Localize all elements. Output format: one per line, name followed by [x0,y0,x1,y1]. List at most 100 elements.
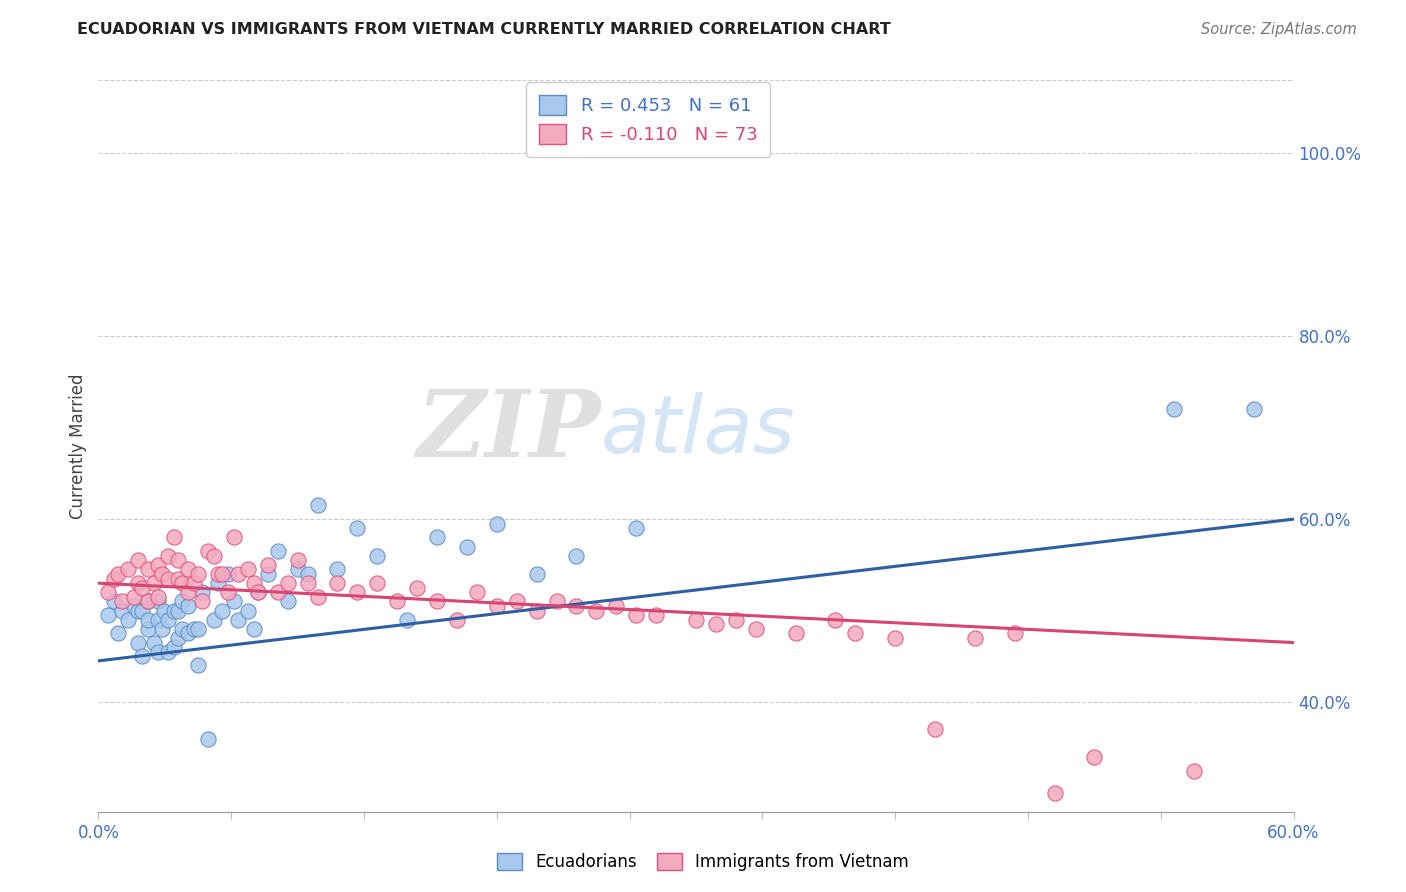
Point [177,599,200,613]
Point [267,544,290,558]
Point [456,540,478,554]
Point [326,562,349,576]
Point [1163,402,1185,417]
Point [1182,764,1205,778]
Point [153,603,176,617]
Point [177,626,200,640]
Point [202,549,225,563]
Point [187,567,209,582]
Point [546,594,568,608]
Point [163,640,186,655]
Point [143,635,166,649]
Point [256,558,278,572]
Point [163,603,186,617]
Point [197,544,219,558]
Point [103,572,125,586]
Point [127,576,149,591]
Point [704,617,727,632]
Point [465,585,488,599]
Point [177,562,200,576]
Point [148,590,170,604]
Legend: Ecuadorians, Immigrants from Vietnam: Ecuadorians, Immigrants from Vietnam [489,845,917,880]
Point [426,530,449,544]
Point [163,530,186,544]
Point [217,567,239,582]
Point [97,585,120,599]
Point [103,594,125,608]
Point [167,631,190,645]
Point [366,576,388,591]
Point [924,723,946,737]
Point [1004,626,1026,640]
Point [526,603,548,617]
Point [724,613,747,627]
Point [187,622,209,636]
Point [565,599,588,613]
Point [277,594,299,608]
Point [307,499,329,513]
Point [197,731,219,746]
Point [326,576,349,591]
Point [191,585,214,599]
Point [183,622,205,636]
Point [107,567,129,582]
Point [143,576,166,591]
Point [172,576,194,591]
Point [124,599,146,613]
Point [167,572,190,586]
Point [157,549,180,563]
Point [824,613,846,627]
Point [148,613,170,627]
Point [207,567,229,582]
Point [246,585,269,599]
Point [222,530,245,544]
Point [202,613,225,627]
Point [565,549,588,563]
Point [111,603,134,617]
Text: ZIP: ZIP [416,386,600,476]
Point [485,599,508,613]
Point [485,516,508,531]
Point [256,567,278,582]
Point [685,613,707,627]
Point [366,549,388,563]
Point [172,622,194,636]
Point [287,553,309,567]
Point [226,567,249,582]
Point [97,608,120,623]
Point [645,608,668,623]
Point [183,576,205,591]
Point [297,576,319,591]
Point [626,608,648,623]
Point [217,585,239,599]
Point [157,572,180,586]
Point [346,585,368,599]
Point [131,581,153,595]
Text: Source: ZipAtlas.com: Source: ZipAtlas.com [1201,22,1357,37]
Point [446,613,468,627]
Point [167,553,190,567]
Point [267,585,290,599]
Point [136,594,159,608]
Point [117,562,139,576]
Point [246,585,269,599]
Point [236,562,259,576]
Point [136,562,159,576]
Point [226,613,249,627]
Point [167,603,190,617]
Point [117,613,139,627]
Point [1083,749,1105,764]
Point [157,613,180,627]
Point [243,576,266,591]
Point [626,521,648,535]
Point [1243,402,1265,417]
Point [884,631,907,645]
Point [287,562,309,576]
Point [297,567,319,582]
Point [157,645,180,659]
Text: ECUADORIAN VS IMMIGRANTS FROM VIETNAM CURRENTLY MARRIED CORRELATION CHART: ECUADORIAN VS IMMIGRANTS FROM VIETNAM CU… [77,22,891,37]
Point [785,626,807,640]
Point [111,594,134,608]
Point [107,626,129,640]
Point [745,622,768,636]
